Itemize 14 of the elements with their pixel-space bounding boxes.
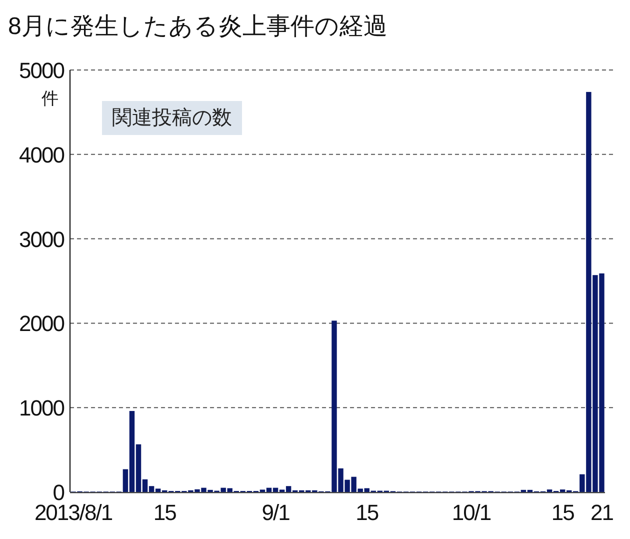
chart-title: 8月に発生したある炎上事件の経過 <box>8 13 388 40</box>
y-axis-title: 件 <box>42 89 58 108</box>
x-tick-label: 15 <box>551 500 575 525</box>
annotation: 関連投稿の数 <box>112 107 232 129</box>
x-tick-label: 10/1 <box>452 500 492 525</box>
y-tick-label: 1000 <box>19 396 65 421</box>
x-tick-label: 21 <box>590 500 614 525</box>
y-tick-label: 3000 <box>19 226 65 252</box>
y-tick-label: 5000 <box>19 58 65 83</box>
y-tick-label: 4000 <box>19 142 65 168</box>
y-tick-label: 2000 <box>19 311 65 336</box>
x-tick-label: 15 <box>153 500 177 525</box>
x-tick-label: 15 <box>356 500 379 525</box>
x-tick-label: 9/1 <box>262 500 290 525</box>
